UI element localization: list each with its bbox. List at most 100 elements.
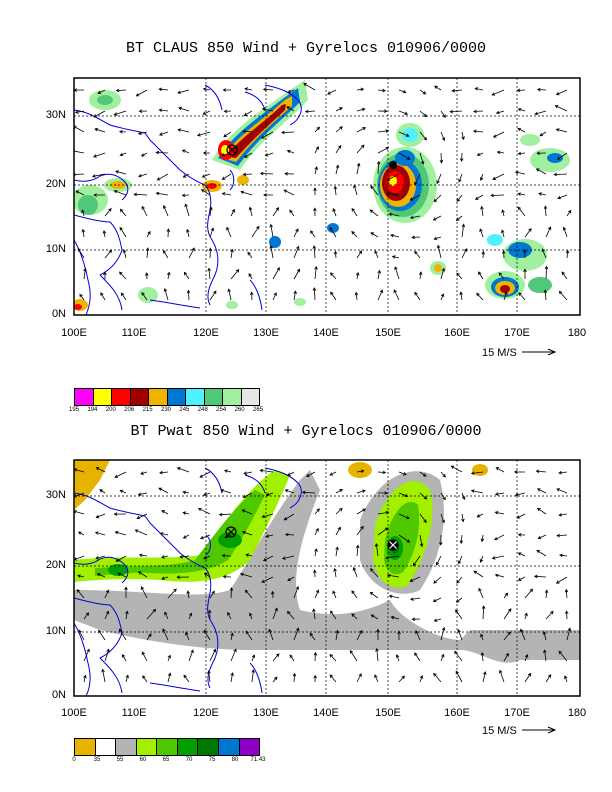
wind-arrow-icon: [517, 107, 526, 112]
wind-arrow-icon: [77, 247, 85, 259]
wind-arrow-icon: [503, 631, 511, 641]
wind-arrow-icon: [356, 469, 365, 474]
wind-arrow-icon: [83, 674, 87, 683]
colorbar-label: 80: [231, 757, 239, 763]
lon-label: 180: [567, 707, 587, 719]
wind-arrow-icon: [95, 555, 106, 560]
wind-arrow-icon: [398, 89, 407, 94]
wind-arrow-icon: [335, 546, 339, 557]
cloud-contours: [74, 80, 570, 311]
wind-arrow-icon: [461, 492, 466, 500]
wind-arrow-icon: [146, 608, 157, 620]
wind-arrow-icon: [517, 127, 526, 133]
wind-vectors: [74, 83, 572, 301]
wind-arrow-icon: [74, 110, 85, 114]
wind-arrow-icon: [166, 271, 171, 280]
wind-arrow-icon: [440, 626, 446, 641]
wind-arrow-icon: [553, 172, 568, 177]
wind-arrow-icon: [245, 630, 253, 641]
wind-arrow-icon: [243, 471, 253, 475]
wind-arrow-icon: [433, 672, 442, 683]
wind-arrow-icon: [377, 146, 390, 154]
wind-arrow-icon: [74, 492, 85, 498]
wind-arrow-icon: [119, 271, 127, 280]
colorbar-label: 194: [87, 407, 98, 413]
wind-arrow-icon: [167, 588, 177, 599]
wind-arrow-icon: [199, 471, 211, 478]
wind-arrow-icon: [314, 146, 319, 154]
lat-label: 20N: [45, 178, 66, 190]
wind-arrow-icon: [390, 233, 400, 238]
wind-arrow-icon: [419, 110, 428, 118]
wind-arrow-icon: [419, 674, 424, 683]
wind-arrow-icon: [301, 490, 316, 495]
lon-label: 150E: [375, 327, 401, 339]
wind-arrow-icon: [118, 628, 127, 641]
colorbar-label: 265: [252, 407, 264, 413]
wind-arrow-icon: [102, 230, 107, 238]
wind-arrow-icon: [495, 110, 505, 115]
wind-arrow-icon: [182, 534, 190, 539]
wind-arrow-icon: [541, 248, 547, 259]
wind-arrow-icon: [230, 269, 240, 280]
wind-arrow-icon: [516, 88, 526, 93]
lon-label: 110E: [121, 327, 147, 339]
wind-arrow-icon: [492, 131, 505, 138]
colorbar-label: 60: [139, 757, 147, 763]
wind-arrow-icon: [119, 208, 127, 217]
wind-arrow-icon: [332, 208, 337, 217]
wind-arrow-icon: [440, 267, 446, 280]
colorbar-label: 248: [197, 407, 208, 413]
wind-arrow-icon: [451, 88, 463, 93]
wind-arrow-icon: [156, 173, 169, 181]
wind-arrow-icon: [457, 628, 463, 641]
wind-arrow-icon: [470, 489, 484, 494]
wind-arrow-icon: [351, 230, 358, 238]
wind-arrow-icon: [140, 152, 148, 157]
wind-arrow-icon: [501, 229, 505, 238]
wind-arrow-icon: [543, 289, 548, 301]
wind-arrow-icon: [385, 555, 400, 560]
coastline: [74, 84, 302, 315]
wind-arrow-icon: [388, 594, 400, 599]
wind-arrow-icon: [356, 127, 367, 133]
wind-arrow-icon: [113, 189, 127, 196]
wind-arrow-icon: [269, 223, 274, 238]
wind-arrow-icon: [138, 553, 148, 558]
wind-arrow-icon: [264, 152, 274, 157]
wind-arrow-icon: [202, 151, 211, 155]
lat-label: 10N: [45, 625, 66, 637]
wind-arrow-icon: [330, 291, 337, 301]
wind-arrow-icon: [351, 613, 358, 620]
wind-arrow-icon: [481, 250, 486, 259]
colorbar-swatch: [204, 389, 223, 405]
wind-arrow-icon: [436, 244, 442, 259]
wind-arrow-icon: [414, 173, 421, 186]
wind-arrow-icon: [470, 471, 484, 475]
wind-arrow-icon: [74, 510, 85, 515]
wind-arrow-icon: [312, 608, 316, 620]
wind-arrow-icon: [329, 653, 337, 662]
wind-arrow-icon: [398, 675, 405, 683]
colorbar-label: 70: [185, 757, 193, 763]
wind-arrow-icon: [356, 508, 367, 515]
wind-arrow-icon: [564, 610, 569, 620]
wind-arrow-icon: [140, 586, 148, 599]
wind-arrow-icon: [555, 89, 568, 96]
colorbar-label: 195: [68, 407, 80, 413]
wind-arrow-icon: [119, 152, 127, 157]
wind-arrow-icon: [179, 555, 190, 559]
wind-arrow-icon: [335, 629, 339, 641]
colorbar-swatch: [136, 739, 158, 755]
wind-arrow-icon: [166, 228, 171, 238]
wind-arrow-icon: [259, 468, 274, 473]
wind-arrow-icon: [439, 152, 444, 164]
wind-arrow-icon: [305, 471, 316, 477]
wind-arrow-icon: [376, 160, 381, 175]
wind-arrow-icon: [243, 110, 253, 117]
wind-arrow-icon: [440, 513, 445, 524]
wind-arrow-icon: [186, 228, 190, 238]
wind-arrow-icon: [374, 674, 379, 683]
wind-arrow-icon: [222, 574, 232, 579]
wind-arrow-icon: [397, 630, 401, 641]
